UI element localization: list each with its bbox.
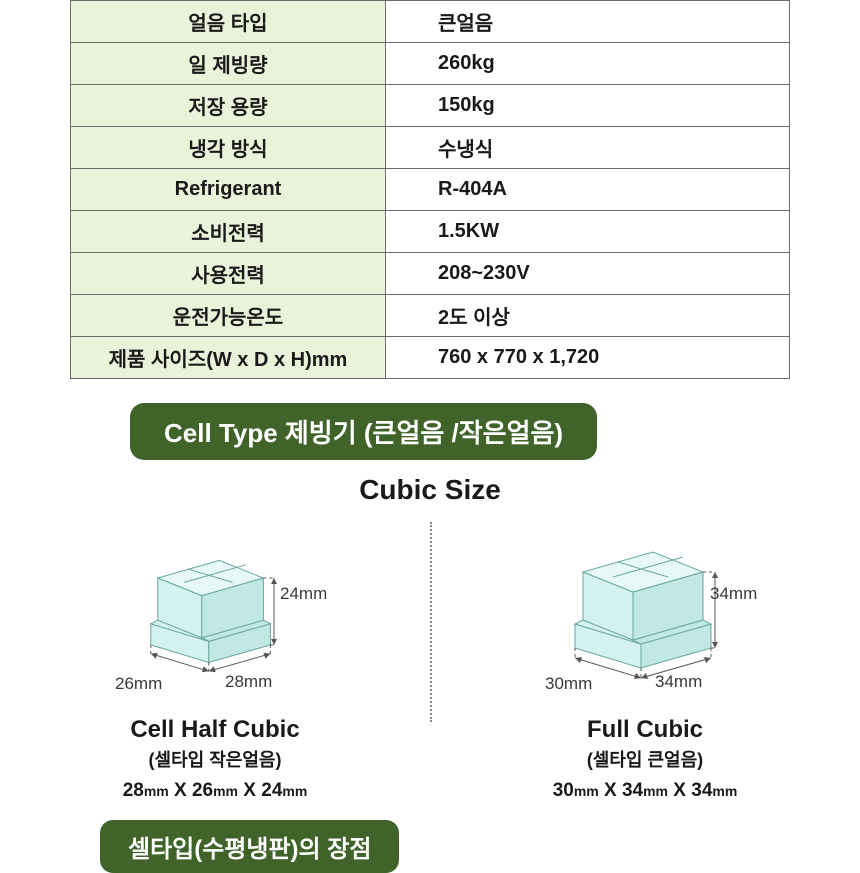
cubic-row: 24mm26mm28mm Cell Half Cubic (셀타입 작은얼음) … bbox=[0, 512, 860, 802]
spec-value: 260kg bbox=[386, 43, 790, 85]
full-cubic-dims: 30mm X 34mm X 34mm bbox=[553, 780, 738, 802]
spec-label: 소비전력 bbox=[71, 211, 386, 253]
spec-value: 수냉식 bbox=[386, 127, 790, 169]
vertical-divider bbox=[430, 522, 432, 722]
spec-label: 제품 사이즈(W x D x H)mm bbox=[71, 337, 386, 379]
table-row: 제품 사이즈(W x D x H)mm760 x 770 x 1,720 bbox=[71, 337, 790, 379]
cubic-size-title: Cubic Size bbox=[0, 474, 860, 506]
table-row: 저장 용량150kg bbox=[71, 85, 790, 127]
half-cubic-dims: 28mm X 26mm X 24mm bbox=[123, 780, 308, 802]
table-row: 일 제빙량260kg bbox=[71, 43, 790, 85]
width-label: 28mm bbox=[225, 672, 272, 692]
half-cubic-sub: (셀타입 작은얼음) bbox=[149, 746, 282, 772]
cubic-right-column: 34mm 30mm 34mm Full Cubic (셀타입 큰얼음) 30mm X… bbox=[430, 512, 860, 802]
full-cubic-figure: 34mm 30mm 34mm bbox=[505, 512, 785, 712]
spec-value: R-404A bbox=[386, 169, 790, 211]
table-row: 얼음 타입큰얼음 bbox=[71, 1, 790, 43]
spec-label: 저장 용량 bbox=[71, 85, 386, 127]
table-row: RefrigerantR-404A bbox=[71, 169, 790, 211]
spec-value: 760 x 770 x 1,720 bbox=[386, 337, 790, 379]
width-label: 34mm bbox=[655, 672, 702, 692]
cubic-left-column: 24mm26mm28mm Cell Half Cubic (셀타입 작은얼음) … bbox=[0, 512, 430, 802]
cell-type-banner: Cell Type 제빙기 (큰얼음 /작은얼음) bbox=[130, 403, 597, 460]
table-row: 사용전력208~230V bbox=[71, 253, 790, 295]
table-row: 운전가능온도2도 이상 bbox=[71, 295, 790, 337]
spec-label: Refrigerant bbox=[71, 169, 386, 211]
spec-table: 얼음 타입큰얼음일 제빙량260kg저장 용량150kg냉각 방식수냉식Refr… bbox=[70, 0, 790, 379]
height-label: 24mm bbox=[280, 584, 327, 604]
half-cubic-name: Cell Half Cubic bbox=[130, 716, 299, 744]
spec-value: 2도 이상 bbox=[386, 295, 790, 337]
spec-label: 냉각 방식 bbox=[71, 127, 386, 169]
table-row: 냉각 방식수냉식 bbox=[71, 127, 790, 169]
spec-label: 운전가능온도 bbox=[71, 295, 386, 337]
depth-label: 26mm bbox=[115, 674, 162, 694]
full-cubic-sub: (셀타입 큰얼음) bbox=[587, 746, 703, 772]
spec-label: 일 제빙량 bbox=[71, 43, 386, 85]
height-label: 34mm bbox=[710, 584, 757, 604]
full-cubic-name: Full Cubic bbox=[587, 716, 703, 744]
spec-label: 사용전력 bbox=[71, 253, 386, 295]
spec-label: 얼음 타입 bbox=[71, 1, 386, 43]
spec-value: 150kg bbox=[386, 85, 790, 127]
depth-label: 30mm bbox=[545, 674, 592, 694]
spec-value: 1.5KW bbox=[386, 211, 790, 253]
spec-value: 큰얼음 bbox=[386, 1, 790, 43]
spec-value: 208~230V bbox=[386, 253, 790, 295]
half-cubic-figure: 24mm 26mm 28mm bbox=[75, 512, 355, 712]
advantage-banner: 셀타입(수평냉판)의 장점 bbox=[100, 820, 399, 873]
table-row: 소비전력1.5KW bbox=[71, 211, 790, 253]
